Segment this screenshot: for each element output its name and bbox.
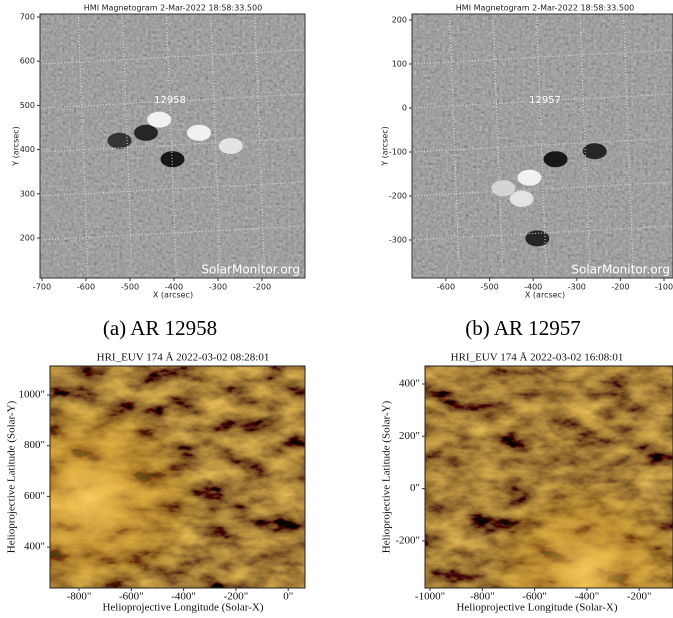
y-tick-label: -200" xyxy=(395,534,420,546)
panel-title: HRI_EUV 174 Å 2022-03-02 08:28:01 xyxy=(97,352,270,364)
panel: 12958 SolarMonitor.org (a) AR 12958 HMI Mag… xyxy=(12,4,306,340)
panel: HRI_EUV 174 Å 2022-03-02 16:08:01 -1000" -… xyxy=(381,352,673,614)
y-tick-label: 800" xyxy=(24,439,45,451)
magnetic-blob xyxy=(544,151,568,167)
x-axis-label: X (arcsec) xyxy=(525,291,565,300)
y-tick-label: 200 xyxy=(392,16,407,25)
euv-glow xyxy=(50,366,305,588)
y-tick-label: -200 xyxy=(389,192,407,201)
y-tick-label: 600 xyxy=(20,57,35,66)
y-tick-label: -100 xyxy=(389,148,407,157)
x-tick-label: -200" xyxy=(627,591,652,603)
x-tick-label: -300 xyxy=(568,283,586,292)
figure: 12958 SolarMonitor.org (a) AR 12958 HMI Mag… xyxy=(0,0,673,618)
magnetic-blob xyxy=(219,138,243,154)
y-tick-label: 400" xyxy=(399,378,420,390)
y-tick-label: 400 xyxy=(20,145,35,154)
x-tick-label: -100 xyxy=(655,283,673,292)
caption: (a) AR 12958 xyxy=(103,316,217,340)
y-tick-label: 200 xyxy=(20,234,35,243)
panel-title: HMI Magnetogram 2-Mar-2022 18:58:33.500 xyxy=(456,4,634,13)
magnetic-blob xyxy=(134,125,158,141)
y-axis-label: Helioprojective Latitude (Solar-Y) xyxy=(6,400,18,553)
x-axis-label: Helioprojective Longitude (Solar-X) xyxy=(102,602,263,614)
watermark: SolarMonitor.org xyxy=(571,263,670,277)
x-tick-label: -500 xyxy=(121,283,139,292)
y-tick-label: -300 xyxy=(389,236,407,245)
magnetic-blob xyxy=(108,133,132,149)
x-tick-label: -300 xyxy=(209,283,227,292)
magnetic-blob xyxy=(583,143,607,159)
x-tick-label: -200 xyxy=(253,283,271,292)
panel: 12957 SolarMonitor.org (b) AR 12957 HMI Mag… xyxy=(381,4,673,340)
x-axis-label: X (arcsec) xyxy=(153,291,193,300)
panel-title: HMI Magnetogram 2-Mar-2022 18:58:33.500 xyxy=(84,4,262,13)
region-label: 12957 xyxy=(529,95,561,106)
y-tick-label: 1000" xyxy=(19,389,46,401)
panel-title: HRI_EUV 174 Å 2022-03-02 16:08:01 xyxy=(451,352,624,364)
y-tick-label: 400" xyxy=(24,541,45,553)
x-tick-label: -700 xyxy=(33,283,51,292)
y-tick-label: 600" xyxy=(24,490,45,502)
x-tick-label: -600 xyxy=(437,283,455,292)
y-tick-label: 300 xyxy=(20,189,35,198)
panel: HRI_EUV 174 Å 2022-03-02 08:28:01-800"-6… xyxy=(6,352,305,614)
magnetic-blob xyxy=(147,112,171,128)
watermark: SolarMonitor.org xyxy=(201,263,300,277)
y-tick-label: 100 xyxy=(392,60,407,69)
y-tick-label: 0 xyxy=(402,104,407,113)
euv-glow xyxy=(425,366,673,588)
magnetic-blob xyxy=(510,191,534,207)
x-tick-label: -200 xyxy=(611,283,629,292)
y-tick-label: 500 xyxy=(20,101,35,110)
x-tick-label: -600 xyxy=(77,283,95,292)
magnetic-blob xyxy=(187,125,211,141)
caption: (b) AR 12957 xyxy=(465,316,581,340)
y-tick-label: 700 xyxy=(20,13,35,22)
region-label: 12958 xyxy=(154,95,186,106)
x-tick-label: -1000" xyxy=(415,591,445,603)
x-axis-label: Helioprojective Longitude (Solar-X) xyxy=(456,602,617,614)
magnetic-blob xyxy=(517,170,541,186)
x-tick-label: -800" xyxy=(67,591,92,603)
magnetic-blob xyxy=(491,180,515,196)
y-axis-label: Y (arcsec) xyxy=(12,126,21,167)
y-tick-label: 200" xyxy=(399,430,420,442)
y-axis-label: Helioprojective Latitude (Solar-Y) xyxy=(381,400,393,553)
y-tick-label: 0" xyxy=(410,482,420,494)
y-axis-label: Y (arcsec) xyxy=(381,126,390,167)
magnetic-blob xyxy=(525,230,549,246)
x-tick-label: 0" xyxy=(283,591,293,603)
x-tick-label: -500 xyxy=(481,283,499,292)
